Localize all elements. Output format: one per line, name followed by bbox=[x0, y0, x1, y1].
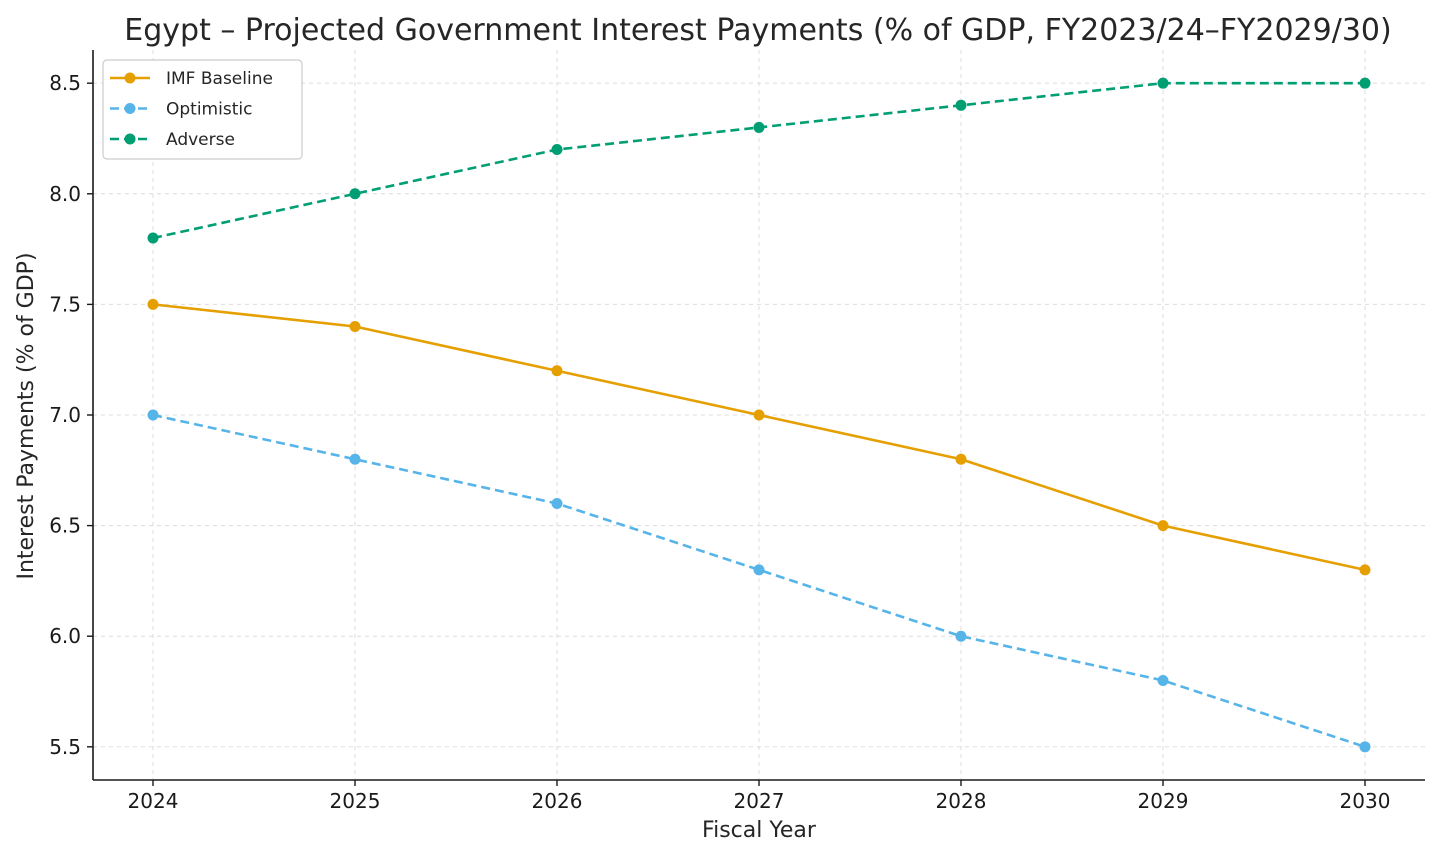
data-point-imf-baseline bbox=[1157, 520, 1169, 532]
data-point-optimistic bbox=[1359, 741, 1371, 753]
data-point-adverse bbox=[1157, 77, 1169, 89]
legend-item-optimistic: Optimistic bbox=[110, 100, 252, 120]
series-imf-baseline bbox=[147, 298, 1371, 576]
y-tick-label: 6.5 bbox=[49, 514, 81, 538]
x-tick-label: 2026 bbox=[532, 789, 583, 813]
data-point-adverse bbox=[551, 144, 563, 156]
series-optimistic bbox=[147, 409, 1371, 753]
axis-ticks: 5.5 6.0 6.5 7.0 7.5 8.0 8.5 2024 2025 2026 2027 202… bbox=[49, 71, 1390, 813]
data-point-imf-baseline bbox=[551, 365, 563, 377]
y-tick-label: 8.0 bbox=[49, 182, 81, 206]
data-point-imf-baseline bbox=[955, 453, 967, 465]
y-axis-label: Interest Payments (% of GDP) bbox=[14, 252, 39, 579]
series-group bbox=[147, 77, 1371, 753]
data-point-imf-baseline bbox=[147, 298, 159, 310]
x-tick-label: 2027 bbox=[734, 789, 785, 813]
data-point-optimistic bbox=[753, 564, 765, 576]
data-point-adverse bbox=[349, 188, 361, 200]
data-point-imf-baseline bbox=[753, 409, 765, 421]
data-point-optimistic bbox=[147, 409, 159, 421]
x-tick-label: 2025 bbox=[330, 789, 381, 813]
x-tick-label: 2030 bbox=[1340, 789, 1391, 813]
data-point-adverse bbox=[955, 99, 967, 111]
legend-swatch-marker bbox=[124, 72, 136, 84]
y-tick-label: 6.0 bbox=[49, 624, 81, 648]
data-point-optimistic bbox=[955, 630, 967, 642]
x-axis-label: Fiscal Year bbox=[702, 818, 817, 843]
data-point-optimistic bbox=[349, 453, 361, 465]
y-tick-label: 8.5 bbox=[49, 71, 81, 95]
x-tick-label: 2029 bbox=[1138, 789, 1189, 813]
legend-label: Optimistic bbox=[166, 100, 252, 120]
data-point-optimistic bbox=[551, 497, 563, 509]
legend: IMF Baseline Optimistic Adverse bbox=[102, 59, 303, 160]
legend-item-imf-baseline: IMF Baseline bbox=[110, 69, 273, 89]
data-point-adverse bbox=[147, 232, 159, 244]
legend-swatch-marker bbox=[124, 103, 136, 114]
chart-title: Egypt – Projected Government Interest Pa… bbox=[124, 13, 1391, 48]
legend-label: IMF Baseline bbox=[166, 69, 273, 89]
y-tick-label: 7.5 bbox=[49, 292, 81, 316]
y-tick-label: 5.5 bbox=[49, 735, 81, 759]
data-point-adverse bbox=[1359, 77, 1371, 89]
data-point-optimistic bbox=[1157, 674, 1169, 686]
legend-box bbox=[102, 59, 303, 160]
legend-item-adverse: Adverse bbox=[110, 130, 235, 150]
legend-swatch-marker bbox=[124, 133, 136, 145]
x-tick-label: 2028 bbox=[936, 789, 987, 813]
data-point-adverse bbox=[753, 121, 765, 133]
data-point-imf-baseline bbox=[349, 321, 361, 333]
y-tick-label: 7.0 bbox=[49, 403, 81, 427]
data-point-imf-baseline bbox=[1359, 564, 1371, 576]
legend-label: Adverse bbox=[166, 130, 235, 150]
x-tick-label: 2024 bbox=[128, 789, 179, 813]
series-adverse bbox=[147, 77, 1371, 244]
